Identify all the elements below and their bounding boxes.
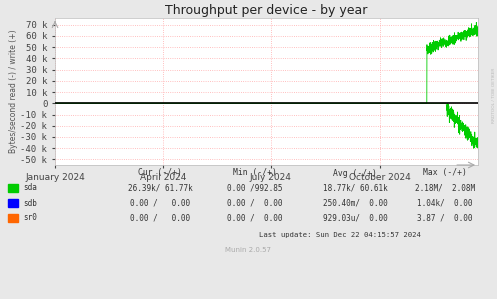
Text: sda: sda — [23, 184, 37, 193]
Text: 0.00 /  0.00: 0.00 / 0.00 — [227, 199, 283, 208]
Text: 18.77k/ 60.61k: 18.77k/ 60.61k — [323, 184, 387, 193]
Y-axis label: Bytes/second read (-) / write (+): Bytes/second read (-) / write (+) — [9, 30, 18, 153]
Text: 0.00 /  0.00: 0.00 / 0.00 — [227, 213, 283, 222]
Text: 26.39k/ 61.77k: 26.39k/ 61.77k — [128, 184, 192, 193]
Text: 0.00 /992.85: 0.00 /992.85 — [227, 184, 283, 193]
Text: 250.40m/  0.00: 250.40m/ 0.00 — [323, 199, 387, 208]
Text: 0.00 /   0.00: 0.00 / 0.00 — [130, 213, 190, 222]
Text: Munin 2.0.57: Munin 2.0.57 — [225, 247, 271, 253]
Text: 3.87 /  0.00: 3.87 / 0.00 — [417, 213, 473, 222]
Text: Min (-/+): Min (-/+) — [233, 169, 277, 178]
Text: 1.04k/  0.00: 1.04k/ 0.00 — [417, 199, 473, 208]
Text: 0.00 /   0.00: 0.00 / 0.00 — [130, 199, 190, 208]
Text: Last update: Sun Dec 22 04:15:57 2024: Last update: Sun Dec 22 04:15:57 2024 — [259, 232, 421, 238]
Text: sdb: sdb — [23, 199, 37, 208]
Text: 929.03u/  0.00: 929.03u/ 0.00 — [323, 213, 387, 222]
Text: Avg (-/+): Avg (-/+) — [333, 169, 377, 178]
Text: sr0: sr0 — [23, 213, 37, 222]
Title: Throughput per device - by year: Throughput per device - by year — [166, 4, 368, 17]
Text: Max (-/+): Max (-/+) — [423, 169, 467, 178]
Text: RRDTOOL / TOBI OETIKER: RRDTOOL / TOBI OETIKER — [492, 68, 496, 123]
Text: Cur (-/+): Cur (-/+) — [138, 169, 182, 178]
Text: 2.18M/  2.08M: 2.18M/ 2.08M — [415, 184, 475, 193]
